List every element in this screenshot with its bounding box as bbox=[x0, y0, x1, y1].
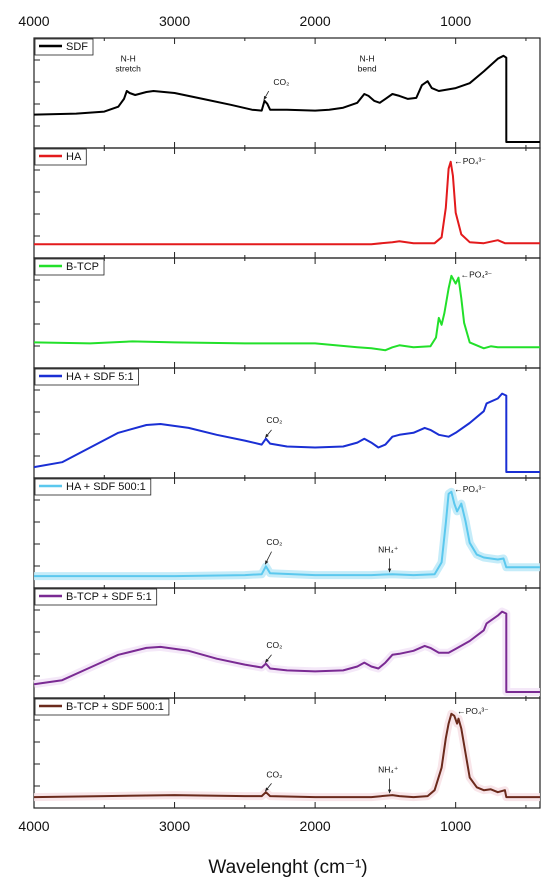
annotation: CO₂ bbox=[263, 77, 289, 101]
series-line bbox=[33, 392, 540, 473]
annotation-label: CO₂ bbox=[266, 640, 282, 650]
annotation-arrowhead bbox=[265, 560, 269, 565]
annotation-arrowhead bbox=[265, 787, 269, 792]
series-line bbox=[33, 712, 540, 799]
series-band bbox=[33, 607, 540, 696]
legend-label: B-TCP + SDF 500:1 bbox=[66, 701, 164, 713]
annotation-arrowhead bbox=[265, 658, 269, 663]
series-line bbox=[33, 54, 540, 143]
legend-box bbox=[34, 258, 105, 276]
annotation: CO₂ bbox=[264, 770, 282, 792]
x-axis-ticks: 4000 4000 3000 3000 2000 2000 1000 1000 bbox=[18, 13, 471, 834]
panel-2: B-TCP bbox=[33, 257, 541, 369]
panel-4: HA + SDF 500:1 bbox=[33, 477, 541, 589]
x-tick-label-top: 3000 bbox=[159, 13, 190, 29]
annotation: CO₂ bbox=[264, 537, 282, 565]
panel-frame bbox=[33, 37, 541, 149]
legend-entry: B-TCP bbox=[34, 258, 105, 276]
annotation-label: bend bbox=[358, 63, 377, 73]
series-band bbox=[33, 709, 540, 802]
annotation-label: CO₂ bbox=[273, 77, 289, 87]
legend-entry: HA bbox=[34, 148, 87, 166]
annotation: NH₄⁺ bbox=[378, 545, 399, 573]
legend-entry: SDF bbox=[34, 38, 94, 56]
series-line bbox=[33, 274, 540, 352]
legend-label: HA bbox=[66, 151, 82, 163]
annotation: stretch bbox=[115, 63, 141, 73]
annotation: N-H bbox=[360, 54, 375, 64]
x-tick-label-top: 2000 bbox=[300, 13, 331, 29]
annotation-label: N-H bbox=[121, 54, 136, 64]
annotation: N-H bbox=[121, 54, 136, 64]
x-tick-label-top: 4000 bbox=[18, 13, 49, 29]
annotation: CO₂ bbox=[264, 640, 282, 663]
panels-group: SDF HA B-TCP HA + SDF 5:1 HA + SDF 500:1 B-TC… bbox=[33, 37, 541, 809]
legend-label: B-TCP + SDF 5:1 bbox=[66, 591, 152, 603]
legend-entry: B-TCP + SDF 500:1 bbox=[34, 698, 170, 716]
annotation-arrowhead bbox=[387, 789, 392, 794]
legend-label: B-TCP bbox=[66, 261, 99, 273]
annotation: ←PO₄³⁻ bbox=[457, 706, 489, 716]
legend-label: HA + SDF 5:1 bbox=[66, 371, 134, 383]
annotation-arrowhead bbox=[263, 95, 268, 100]
legend-entry: HA + SDF 500:1 bbox=[34, 478, 152, 496]
legend-label: HA + SDF 500:1 bbox=[66, 481, 146, 493]
annotation-arrowhead bbox=[265, 433, 269, 438]
annotation-label: ←PO₄³⁻ bbox=[461, 270, 493, 280]
annotation: CO₂ bbox=[264, 415, 282, 438]
x-tick-label-bottom: 3000 bbox=[159, 818, 190, 834]
x-tick-label-top: 1000 bbox=[440, 13, 471, 29]
annotation: ←PO₄³⁻ bbox=[454, 484, 486, 494]
annotation-label: CO₂ bbox=[266, 415, 282, 425]
panel-3: HA + SDF 5:1 bbox=[33, 367, 541, 479]
panel-1: HA bbox=[33, 147, 541, 259]
legend-box bbox=[34, 698, 170, 716]
annotation-label: ←PO₄³⁻ bbox=[457, 706, 489, 716]
annotation-label: stretch bbox=[115, 63, 141, 73]
annotation-label: ←PO₄³⁻ bbox=[454, 156, 486, 166]
panel-5: B-TCP + SDF 5:1 bbox=[33, 587, 541, 699]
panel-frame bbox=[33, 697, 541, 809]
legend-box bbox=[34, 368, 139, 386]
legend-box bbox=[34, 38, 94, 56]
annotation: ←PO₄³⁻ bbox=[461, 270, 493, 280]
annotation-arrowhead bbox=[387, 568, 392, 573]
annotation-label: ←PO₄³⁻ bbox=[454, 484, 486, 494]
annotation-label: N-H bbox=[360, 54, 375, 64]
annotation: ←PO₄³⁻ bbox=[454, 156, 486, 166]
legend-box bbox=[34, 478, 152, 496]
annotation: bend bbox=[358, 63, 377, 73]
series-band bbox=[34, 487, 540, 581]
annotation-label: NH₄⁺ bbox=[378, 765, 399, 775]
annotation-label: NH₄⁺ bbox=[378, 545, 399, 555]
annotation-label: CO₂ bbox=[266, 537, 282, 547]
x-tick-label-bottom: 4000 bbox=[18, 818, 49, 834]
x-tick-label-bottom: 1000 bbox=[440, 818, 471, 834]
legend-box bbox=[34, 588, 158, 606]
x-tick-label-bottom: 2000 bbox=[300, 818, 331, 834]
series-line bbox=[34, 490, 540, 578]
legend-label: SDF bbox=[66, 41, 88, 53]
x-axis-label: Wavelenght (cm⁻¹) bbox=[208, 857, 367, 878]
annotation: NH₄⁺ bbox=[378, 765, 399, 794]
series-line bbox=[34, 160, 540, 246]
annotation-label: CO₂ bbox=[266, 770, 282, 780]
panel-6: B-TCP + SDF 500:1 bbox=[33, 697, 541, 809]
legend-entry: HA + SDF 5:1 bbox=[34, 368, 139, 386]
legend-entry: B-TCP + SDF 5:1 bbox=[34, 588, 158, 606]
panel-0: SDF bbox=[33, 37, 541, 149]
series-line bbox=[33, 610, 540, 693]
